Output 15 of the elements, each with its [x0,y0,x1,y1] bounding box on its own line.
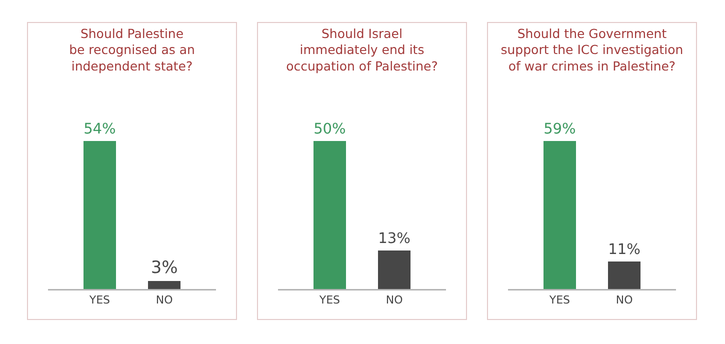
x-tick-label: YES [318,294,340,307]
chart-title: Should Israel immediately end its occupation of Palestine? [286,26,438,74]
data-label: 50% [314,122,346,138]
x-tick-label: NO [386,294,404,307]
x-tick-label: YES [88,294,110,307]
x-tick-label: NO [156,294,174,307]
data-label: 13% [378,231,410,248]
data-label: 59% [544,122,576,138]
data-label: 54% [84,122,116,138]
chart-title: Should Palestine be recognised as an independent state? [69,26,195,74]
data-label: 11% [608,242,640,258]
data-label: 3% [150,258,178,278]
x-tick-label: YES [548,294,570,307]
chart-title: Should the Government support the ICC investigation of war crimes in Palestine? [500,26,684,74]
x-tick-label: NO [616,294,634,307]
